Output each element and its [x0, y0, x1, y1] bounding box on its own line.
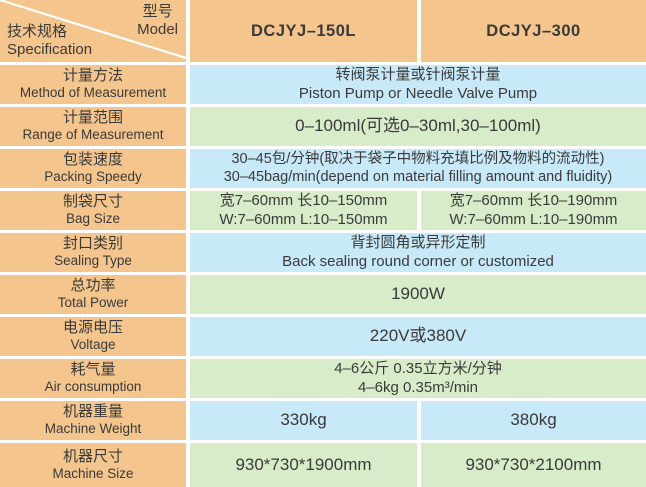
label-method-of-measurement: 计量方法 Method of Measurement [0, 65, 186, 104]
diagonal-divider [0, 0, 186, 60]
corner-model-en: Model [137, 21, 178, 38]
value-bag-size-300: 宽7–60mm 长10–190mm W:7–60mm L:10–190mm [421, 191, 646, 230]
value-machine-size-300: 930*730*2100mm [421, 443, 646, 487]
header-corner-cell: 型号 Model 技术规格 Specification [0, 0, 186, 62]
corner-model-label: 型号 Model [137, 3, 178, 39]
value-machine-weight-300: 380kg [421, 401, 646, 440]
value-range-of-measurement: 0–100ml(可选0–30ml,30–100ml) [190, 107, 646, 146]
label-total-power: 总功率 Total Power [0, 275, 186, 314]
value-sealing-type: 背封圆角或异形定制 Back sealing round corner or c… [190, 233, 646, 272]
corner-model-zh: 型号 [142, 3, 173, 20]
label-air-consumption: 耗气量 Air consumption [0, 359, 186, 398]
value-air-consumption: 4–6公斤 0.35立方米/分钟 4–6kg 0.35m³/min [190, 359, 646, 398]
label-machine-size: 机器尺寸 Machine Size [0, 443, 186, 487]
value-method-of-measurement: 转阀泵计量或针阀泵计量 Piston Pump or Needle Valve … [190, 65, 646, 104]
value-bag-size-150l: 宽7–60mm 长10–150mm W:7–60mm L:10–150mm [190, 191, 417, 230]
label-voltage: 电源电压 Voltage [0, 317, 186, 356]
label-range-of-measurement: 计量范围 Range of Measurement [0, 107, 186, 146]
value-packing-speed: 30–45包/分钟(取决于袋子中物料充填比例及物料的流动性) 30–45bag/… [190, 149, 646, 188]
corner-spec-en: Specification [7, 41, 93, 58]
label-packing-speed: 包装速度 Packing Speedy [0, 149, 186, 188]
header-model-dcjyj-150l: DCJYJ–150L [190, 0, 417, 62]
header-model-dcjyj-300: DCJYJ–300 [421, 0, 646, 62]
corner-spec-zh: 技术规格 [7, 23, 68, 40]
label-sealing-type: 封口类别 Sealing Type [0, 233, 186, 272]
label-machine-weight: 机器重量 Machine Weight [0, 401, 186, 440]
value-voltage: 220V或380V [190, 317, 646, 356]
value-machine-size-150l: 930*730*1900mm [190, 443, 417, 487]
value-total-power: 1900W [190, 275, 646, 314]
value-machine-weight-150l: 330kg [190, 401, 417, 440]
label-bag-size: 制袋尺寸 Bag Size [0, 191, 186, 230]
corner-spec-label: 技术规格 Specification [7, 23, 92, 59]
